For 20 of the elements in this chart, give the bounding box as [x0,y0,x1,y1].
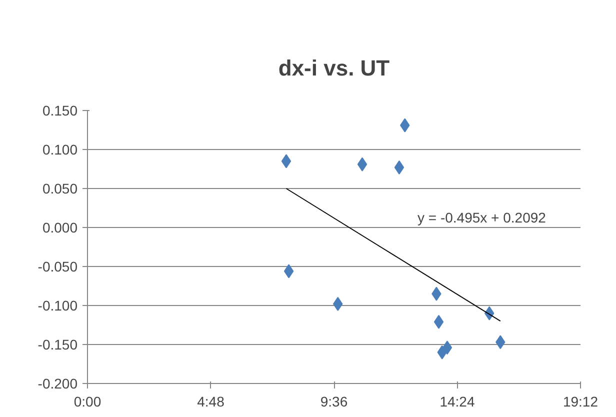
point [434,314,444,329]
x-tick-label: 19:12 [562,394,598,410]
x-tick-label: 4:48 [197,394,225,410]
y-tick-label: -0.050 [38,258,78,274]
y-tick-label: 0.100 [42,142,78,158]
x-tick-label: 9:36 [320,394,348,410]
y-tick-label: 0.000 [42,220,78,236]
y-tick-label: -0.200 [38,376,78,392]
y-tick-label: 0.150 [42,102,78,118]
point [394,160,404,174]
point [357,157,368,172]
chart-title: dx-i vs. UT [278,56,390,80]
y-tick-label: -0.150 [38,336,78,352]
y-tick-label: 0.050 [42,180,78,196]
annotation: y = -0.495x + 0.2092 [418,210,546,226]
point [281,154,292,168]
x-tick-label: 0:00 [74,394,102,410]
x-tick-label: 14:24 [440,394,475,410]
point [284,264,294,278]
y-tick-label: -0.100 [38,298,78,314]
